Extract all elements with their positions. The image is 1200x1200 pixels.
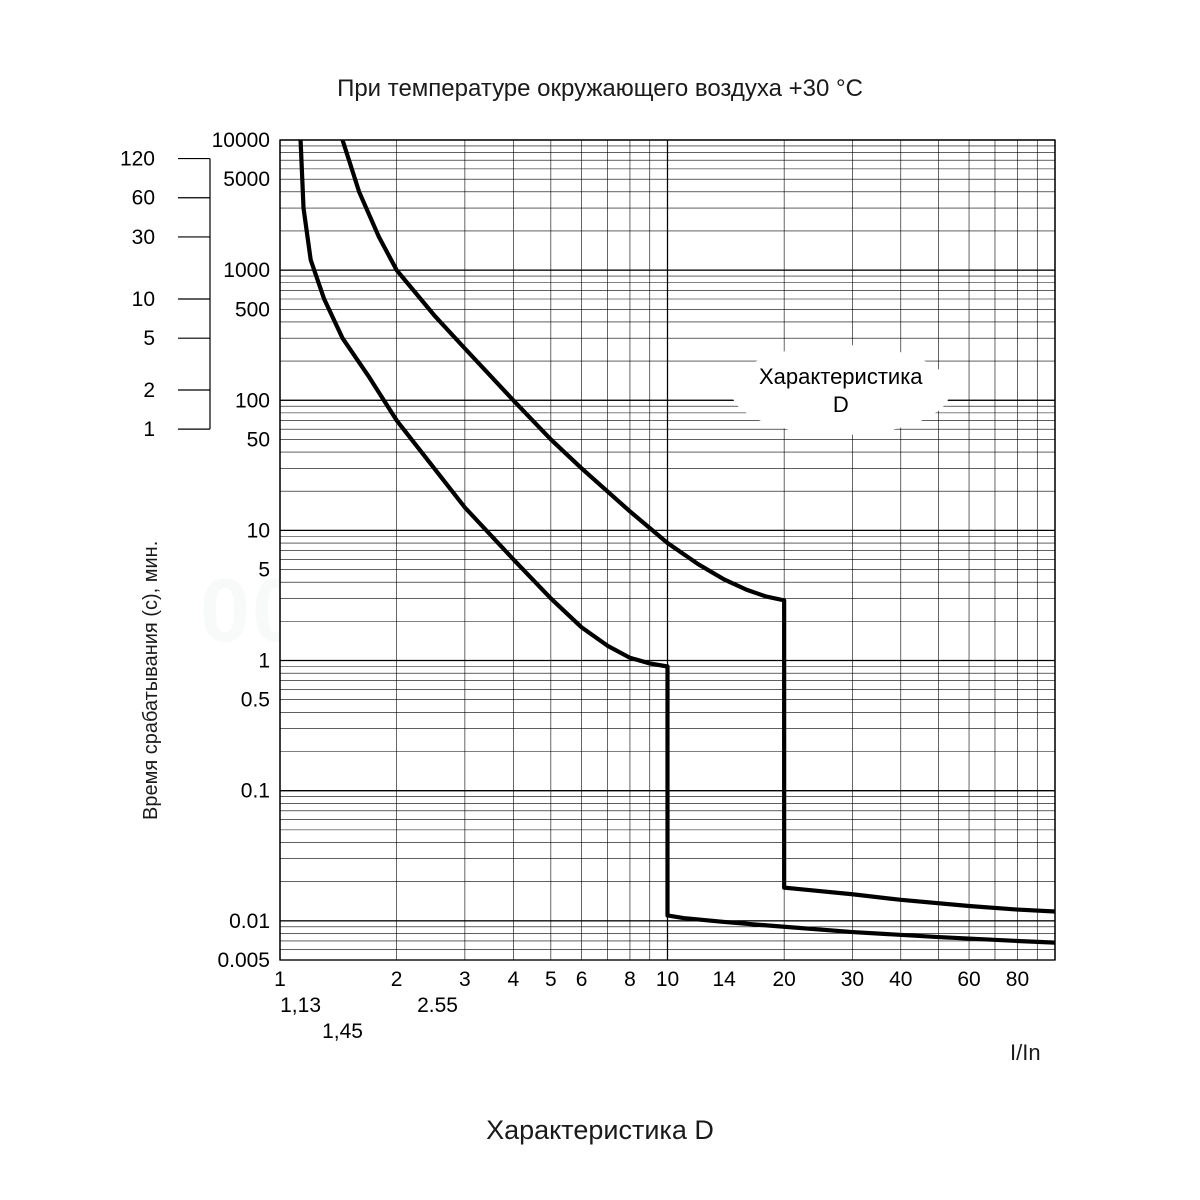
svg-text:1,13: 1,13	[280, 994, 321, 1017]
title-characteristic: Характеристика D	[0, 1115, 1200, 1146]
svg-text:0.1: 0.1	[241, 780, 270, 803]
svg-text:4: 4	[507, 968, 519, 991]
svg-text:2: 2	[143, 379, 155, 402]
svg-text:100: 100	[235, 389, 270, 412]
svg-text:60: 60	[132, 187, 155, 210]
svg-text:3: 3	[459, 968, 471, 991]
svg-text:1,45: 1,45	[322, 1020, 363, 1043]
svg-text:30: 30	[132, 226, 155, 249]
svg-text:6: 6	[576, 968, 588, 991]
svg-text:Характеристика: Характеристика	[759, 364, 923, 389]
svg-text:0.5: 0.5	[241, 689, 270, 712]
page: При температуре окружающего воздуха +30 …	[0, 0, 1200, 1200]
svg-text:1000: 1000	[223, 259, 270, 282]
svg-text:5: 5	[143, 327, 155, 350]
svg-text:120: 120	[120, 148, 155, 171]
svg-text:40: 40	[889, 968, 912, 991]
svg-text:500: 500	[235, 298, 270, 321]
svg-text:1: 1	[143, 418, 155, 441]
svg-text:0.01: 0.01	[229, 910, 270, 933]
svg-text:10000: 10000	[212, 129, 270, 152]
svg-text:2: 2	[391, 968, 403, 991]
svg-text:5: 5	[258, 559, 270, 582]
svg-text:30: 30	[841, 968, 864, 991]
svg-text:60: 60	[957, 968, 980, 991]
svg-text:10: 10	[132, 288, 155, 311]
svg-text:50: 50	[247, 428, 270, 451]
svg-text:14: 14	[712, 968, 736, 991]
svg-text:D: D	[833, 392, 849, 417]
svg-text:1: 1	[258, 650, 270, 673]
svg-text:5000: 5000	[223, 168, 270, 191]
svg-text:0.005: 0.005	[217, 949, 270, 972]
svg-text:10: 10	[656, 968, 679, 991]
svg-text:2.55: 2.55	[417, 994, 458, 1017]
svg-text:8: 8	[624, 968, 636, 991]
svg-text:20: 20	[772, 968, 795, 991]
trip-curve-chart: 0.005 0.01 0.1 0.5 1 5 10 50 100 500 1000 5000 10000…	[0, 0, 1200, 1200]
svg-text:5: 5	[545, 968, 557, 991]
svg-text:10: 10	[247, 519, 270, 542]
svg-text:1: 1	[274, 968, 286, 991]
svg-text:80: 80	[1006, 968, 1029, 991]
